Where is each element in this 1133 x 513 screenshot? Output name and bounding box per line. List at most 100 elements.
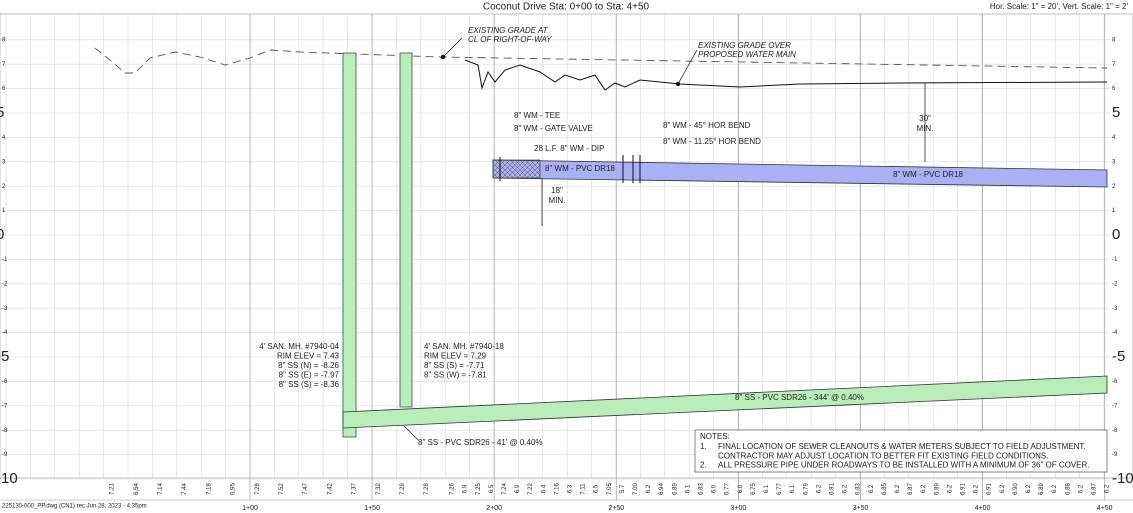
title: Coconut Drive Sta: 0+00 to Sta: 4+50 <box>483 2 650 13</box>
pipe-label: 8" SS - PVC SDR26 - 344' @ 0.40% <box>735 393 864 402</box>
frame <box>0 13 1133 479</box>
elevation-label: 5 <box>1112 104 1120 121</box>
pipe-label: 8" WM - PVC DR18 <box>893 170 964 179</box>
elevation-label: 8 <box>2 37 6 43</box>
profile-elevation: 6.83 <box>856 483 862 495</box>
profile-elevation: 5.7 <box>620 484 626 493</box>
elevation-label: -2 <box>2 281 8 287</box>
profile-elevation: 6.2 <box>646 484 652 493</box>
profile-elevation: 6.3 <box>567 484 573 493</box>
elevation-label: 4 <box>1112 135 1116 141</box>
profile-elevation: 6.77 <box>777 483 783 495</box>
elevation-label: 7 <box>1112 62 1116 68</box>
notes-title: NOTES: <box>700 432 730 441</box>
profile-elevation: 7.24 <box>502 483 508 495</box>
manhole-line: 8" SS (S) = -7.71 <box>424 361 485 370</box>
elevation-label: -4 <box>1112 330 1118 336</box>
profile-elevation: 6.95 <box>231 483 237 495</box>
annotation: 28 L.F. 8" WM - DIP <box>534 144 604 153</box>
profile-elevation: 6.2 <box>1078 484 1084 493</box>
profile-elevation: 6.5 <box>489 484 495 493</box>
elevation-label: 7 <box>2 62 6 68</box>
profile-elevation: 6.2 <box>1052 484 1058 493</box>
profile-elevation: 6.9 <box>463 484 469 493</box>
station-label: 3+00 <box>731 505 747 512</box>
elevation-label: 0 <box>1112 226 1120 243</box>
profile-elevation: 6.2 <box>1026 484 1032 493</box>
profile-elevation: 6.54 <box>134 483 140 495</box>
elevation-label: 4 <box>2 135 6 141</box>
manhole <box>342 52 357 438</box>
existing-grade-cl <box>94 47 1108 74</box>
file-name: 225130-000_PP.dwg (CN1) rec Jun 28, 2023… <box>2 504 147 510</box>
profile-elevation: 6.2 <box>974 484 980 493</box>
sewer-pipe <box>342 375 1108 429</box>
profile-elevation: 7.22 <box>528 483 534 495</box>
elevation-label: -9 <box>1112 452 1118 458</box>
profile-elevation: 6.87 <box>908 483 914 495</box>
station-label: 4+00 <box>975 505 991 512</box>
elevation-label: 1 <box>2 208 6 214</box>
manhole-line: 8" SS (W) = -7.81 <box>424 371 487 380</box>
profile-elevation: 7.52 <box>279 483 285 495</box>
elevation-label: -2 <box>1112 281 1118 287</box>
profile-elevation: 7.05 <box>607 483 613 495</box>
notes-box <box>694 429 1108 473</box>
elevation-label: -3 <box>1112 306 1118 312</box>
profile-elevation: 7.32 <box>376 483 382 495</box>
profile-elevation: 7.00 <box>633 483 639 495</box>
profile-elevation: 7.28 <box>424 483 430 495</box>
pipe-label: 8" SS - PVC SDR26 - 41' @ 0.40% <box>418 438 543 447</box>
scale: Hor. Scale: 1" = 20', Vert. Scale: 1" = … <box>990 2 1129 11</box>
profile-elevation: 6.89 <box>934 483 940 495</box>
note-line: FINAL LOCATION OF SEWER CLEANOUTS & WATE… <box>718 442 1086 451</box>
profile-elevation: 7.37 <box>352 483 358 495</box>
elevation-label: -9 <box>2 452 8 458</box>
annotation: PROPOSED WATER MAIN <box>698 50 796 59</box>
profile-elevation: 7.16 <box>554 483 560 495</box>
annotation: 8" WM - GATE VALVE <box>514 124 593 133</box>
profile-elevation: 6.2 <box>921 484 927 493</box>
profile-elevation: 6.88 <box>1065 483 1071 495</box>
note-line: CONTRACTOR MAY ADJUST LOCATION TO BETTER… <box>718 451 1048 460</box>
profile-elevation: 6.91 <box>960 483 966 495</box>
profile-elevation: 6.89 <box>672 483 678 495</box>
elevation-label: -8 <box>2 428 8 434</box>
elevation-label: -7 <box>2 403 8 409</box>
profile-elevation: 6.1 <box>764 484 770 493</box>
elevation-label: -1 <box>2 257 8 263</box>
elevation-label: 0 <box>0 226 4 243</box>
profile-elevation: 6.87 <box>1091 483 1097 495</box>
profile-elevation: 6.91 <box>987 483 993 495</box>
annotation: CL OF RIGHT-OF-WAY <box>468 35 552 44</box>
annotation: 8" WM - 11.25° HOR BEND <box>663 137 761 146</box>
profile-elevation: 7.42 <box>327 483 333 495</box>
profile-elevation: 6.90 <box>1013 483 1019 495</box>
dimension-label: MIN. <box>549 196 566 205</box>
profile-elevation: 6.4 <box>541 484 547 493</box>
notes: NOTES:1. FINAL LOCATION OF SEWER CLEANOUT… <box>700 432 1090 470</box>
profile-elevation: 6.5 <box>594 484 600 493</box>
profile-elevation: 7.21 <box>110 483 116 495</box>
elevation-label: 6 <box>1112 86 1116 92</box>
profile-band: 7.21 6.54 7.14 7.44 7.18 6.95 7.28 7.52 7.47 7.42… <box>0 483 1133 501</box>
elevation-label: 2 <box>2 184 6 190</box>
station-label: 4+50 <box>1097 505 1113 512</box>
profile-elevation: 7.11 <box>581 483 587 495</box>
note-number: 1. <box>700 442 707 451</box>
profile-elevation: 7.14 <box>158 483 164 495</box>
profile-elevation: 6.89 <box>1039 483 1045 495</box>
profile-elevation: 7.44 <box>182 483 188 495</box>
profile-elevation: 6.2 <box>1000 484 1006 493</box>
note-line: ALL PRESSURE PIPE UNDER ROADWAYS TO BE I… <box>718 461 1090 470</box>
elevation-label: -8 <box>1112 428 1118 434</box>
manhole-line: RIM ELEV = 7.43 <box>277 352 340 361</box>
elevation-label: -6 <box>2 379 8 385</box>
profile-elevation: 6.94 <box>659 483 665 495</box>
manhole-line: 4' SAN. MH. #7940-18 <box>424 342 504 351</box>
profile-elevation: 6.2 <box>843 484 849 493</box>
elevation-label: -3 <box>2 306 8 312</box>
manhole-line: 8" SS (S) = -8.36 <box>279 380 340 389</box>
